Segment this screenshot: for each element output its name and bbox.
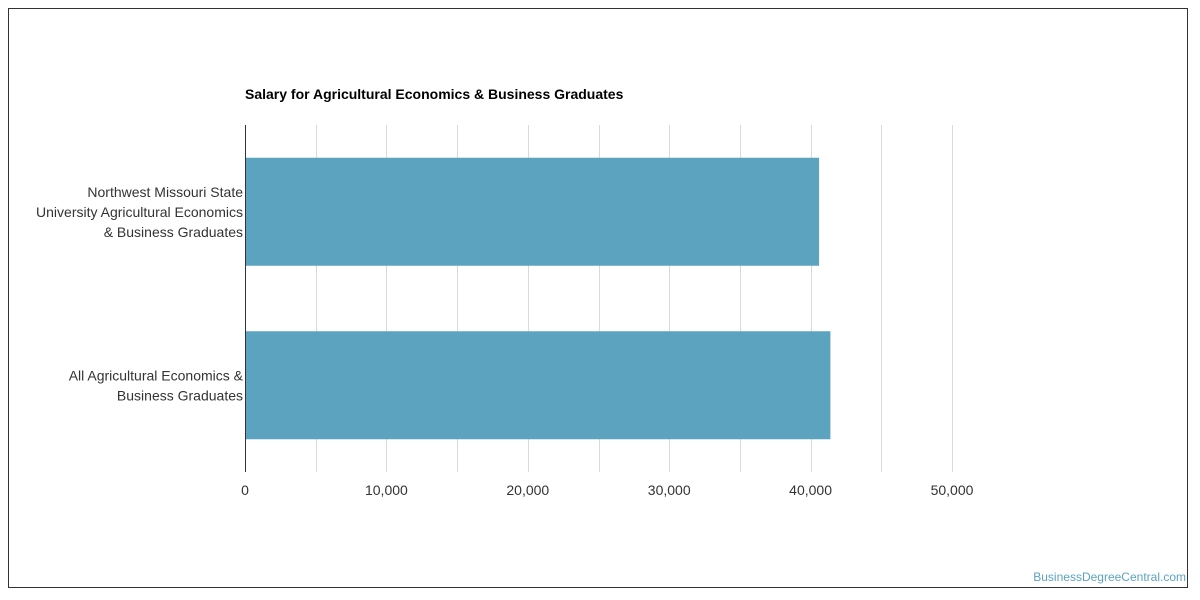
x-tick-label: 10,000 xyxy=(365,482,408,498)
bar xyxy=(245,157,820,266)
bars xyxy=(245,157,831,440)
watermark-text: BusinessDegreeCentral.com xyxy=(1033,570,1186,584)
category-label: Northwest Missouri State University Agric… xyxy=(36,184,243,240)
x-tick-label: 30,000 xyxy=(648,482,691,498)
x-tick-label: 0 xyxy=(241,482,249,498)
x-tick-labels: 0 10,000 20,000 30,000 40,000 50,000 xyxy=(241,482,974,498)
chart-title: Salary for Agricultural Economics & Busi… xyxy=(245,86,624,102)
category-label: All Agricultural Economics & Business Gra… xyxy=(69,367,244,403)
x-tick-label: 50,000 xyxy=(931,482,974,498)
chart-frame xyxy=(8,8,1188,588)
category-labels: Northwest Missouri State University Agric… xyxy=(36,184,244,404)
x-tick-label: 40,000 xyxy=(789,482,832,498)
x-tick-label: 20,000 xyxy=(506,482,549,498)
bar xyxy=(245,331,831,440)
